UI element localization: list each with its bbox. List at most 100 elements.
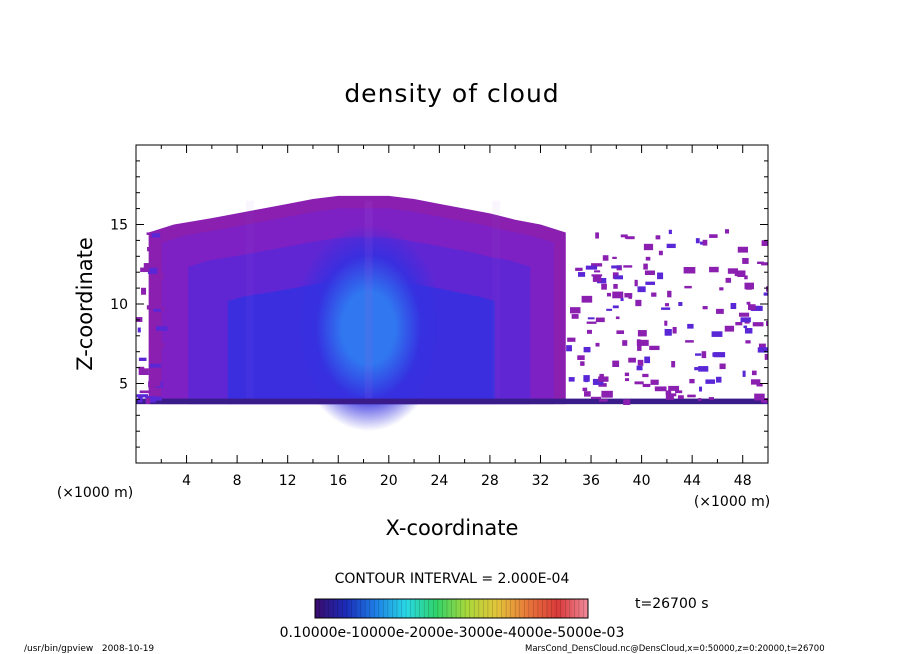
cloud-core — [292, 224, 445, 432]
cloud-patch — [596, 277, 607, 284]
cloud-patch — [698, 398, 702, 401]
cloud-patch — [141, 287, 147, 295]
cloud-patch — [143, 263, 150, 270]
y-axis-label: Z-coordinate — [73, 237, 97, 371]
cloud-patch — [724, 325, 735, 332]
colorbar-strip — [314, 598, 589, 619]
cloud-patch — [689, 378, 695, 384]
cloud-patch — [702, 239, 708, 246]
cloud-patch — [644, 270, 655, 276]
cloud-patch — [149, 352, 160, 359]
cloud-patch — [727, 268, 739, 274]
cloud-patch — [156, 326, 168, 331]
cloud-patch — [738, 312, 750, 317]
cloud-patch — [611, 265, 621, 269]
cloud-patch — [586, 329, 592, 334]
cloud-patch — [678, 302, 683, 306]
cloud-patch — [719, 363, 726, 370]
cloud-patch — [711, 331, 723, 337]
cloud-patch — [752, 322, 764, 327]
x-tick-label: 16 — [329, 473, 347, 489]
cloud-patch — [138, 357, 147, 361]
x-tick-label: 8 — [233, 473, 242, 489]
cloud-patch — [745, 340, 751, 344]
footer-right: MarsCond_DensCloud.nc@DensCloud,x=0:5000… — [525, 644, 825, 654]
footer-left: /usr/bin/gpview 2008-10-19 — [24, 644, 154, 654]
cloud-patch — [751, 370, 757, 376]
colorbar-divisions — [319, 599, 584, 618]
cloud-patch — [595, 232, 599, 239]
cloud-patch — [695, 353, 702, 356]
cloud-patch — [735, 322, 743, 326]
cloud-patch — [138, 396, 143, 403]
cloud-patch — [150, 339, 161, 346]
cloud-patch — [581, 295, 593, 303]
cloud-patch — [595, 342, 600, 347]
cloud-patch — [746, 301, 751, 305]
cloud-patch — [566, 345, 572, 352]
cloud-patch — [140, 267, 150, 273]
cloud-patch — [601, 390, 613, 398]
y-tick-label: 5 — [119, 377, 128, 393]
cloud-patch — [757, 347, 768, 353]
cloud-patch — [601, 283, 607, 290]
cloud-patch — [599, 399, 608, 402]
cloud-patch — [645, 281, 655, 285]
cloud-patch — [672, 327, 677, 334]
cloud-patch — [677, 395, 684, 400]
cloud-patch — [151, 317, 160, 321]
cloud-patch — [585, 265, 598, 270]
cloud-patch — [665, 390, 672, 395]
cloud-patch — [666, 243, 676, 249]
cloud-patch — [655, 235, 661, 240]
cloud-patch — [591, 263, 603, 267]
cloud-patch — [606, 292, 612, 297]
cloud-patch — [612, 305, 619, 309]
x-tick-label: 32 — [532, 473, 550, 489]
x-axis-ticks: 4 8 12 16 20 24 28 32 36 40 44 48 — [160, 145, 752, 489]
cloud-patch — [668, 385, 680, 391]
cloud-patch — [725, 229, 730, 234]
cloud-patch — [145, 397, 151, 404]
cloud-patch — [577, 355, 585, 360]
cloud-patch — [758, 343, 766, 349]
cloud-patch — [750, 305, 763, 311]
cloud-patch — [643, 243, 654, 251]
cloud-patch — [764, 353, 768, 360]
cloud-patch — [675, 390, 683, 394]
cloud-patch — [147, 246, 153, 252]
cloud-patch — [664, 303, 669, 307]
cloud-patch — [571, 314, 579, 319]
cloud-patch — [750, 379, 761, 385]
cloud-patch — [637, 286, 646, 293]
cloud-patch — [634, 279, 638, 287]
cloud-patch — [595, 317, 605, 323]
cloud-patch — [150, 298, 154, 302]
cloud-patch — [708, 397, 714, 400]
cloud-patch — [634, 381, 644, 385]
cloud-patch — [584, 376, 588, 383]
cloud-patch — [701, 351, 707, 359]
cloud-patch — [761, 262, 768, 266]
cloud-patch — [766, 286, 768, 292]
cloud-patch — [637, 344, 642, 351]
cloud-patch — [615, 316, 620, 320]
cloud-patch — [742, 257, 749, 264]
cloud-patch — [743, 325, 748, 329]
cloud-patch — [599, 373, 604, 378]
cloud-streak — [364, 200, 373, 405]
cloud-patch — [150, 240, 158, 243]
cloud-patch — [138, 366, 145, 370]
contour-interval-text: CONTOUR INTERVAL = 2.000E-04 — [335, 571, 570, 587]
cloud-patch — [578, 272, 586, 277]
x-tick-label: 44 — [683, 473, 701, 489]
cloud-patch — [664, 320, 668, 326]
cloud-patch — [620, 234, 628, 238]
cloud-patch — [149, 363, 162, 368]
cloud-patch — [136, 394, 149, 398]
cloud-patch — [668, 229, 672, 235]
cloud-patch — [712, 352, 725, 357]
cloud-patch — [744, 282, 755, 290]
cloud-patch — [650, 379, 659, 385]
cloud-patch — [763, 292, 768, 296]
